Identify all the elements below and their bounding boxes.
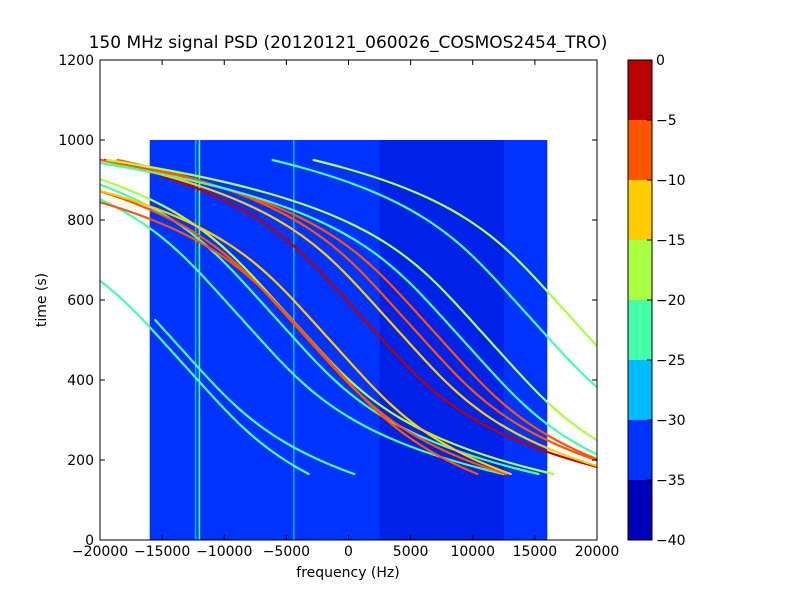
x-tick-label: −5000 bbox=[263, 544, 310, 560]
colorbar: 0 −5 −10 −15 −20 −25 −30 −35 −40 bbox=[627, 53, 686, 549]
colorbar-tick-label: −15 bbox=[656, 233, 686, 249]
chart-title: 150 MHz signal PSD (20120121_060026_COSM… bbox=[89, 33, 608, 53]
heatmap-layer bbox=[100, 140, 597, 540]
x-tick-label: 20000 bbox=[575, 544, 620, 560]
y-tick-label: 0 bbox=[85, 533, 94, 549]
y-tick-label: 600 bbox=[67, 293, 94, 309]
colorbar-tick-label: −20 bbox=[656, 293, 686, 309]
colorbar-segment bbox=[628, 480, 652, 540]
x-tick-label: 10000 bbox=[450, 544, 495, 560]
doppler-trace bbox=[100, 201, 479, 476]
x-tick-label: −20000 bbox=[72, 544, 128, 560]
x-axis-label: frequency (Hz) bbox=[296, 565, 399, 581]
colorbar-segment bbox=[628, 120, 652, 180]
y-tick-label: 1200 bbox=[58, 53, 94, 69]
colorbar-tick-label: −5 bbox=[656, 113, 677, 129]
doppler-trace bbox=[100, 189, 512, 476]
colorbar-tick-label: −30 bbox=[656, 413, 686, 429]
x-axis: −20000 −15000 −10000 −5000 0 5000 10000 15000 20… bbox=[72, 60, 619, 560]
colorbar-segment bbox=[628, 240, 652, 300]
y-tick-label: 400 bbox=[67, 373, 94, 389]
x-tick-label: 0 bbox=[344, 544, 353, 560]
y-tick-label: 200 bbox=[67, 453, 94, 469]
x-tick-label: 15000 bbox=[513, 544, 558, 560]
doppler-trace bbox=[312, 158, 597, 348]
colorbar-tick-label: −10 bbox=[656, 173, 686, 189]
doppler-trace bbox=[100, 279, 310, 476]
doppler-trace bbox=[116, 158, 597, 462]
colorbar-segment bbox=[628, 180, 652, 240]
y-axis: 0 200 400 600 800 1000 1200 bbox=[58, 53, 597, 549]
x-tick-label: 5000 bbox=[393, 544, 429, 560]
y-tick-label: 800 bbox=[67, 213, 94, 229]
colorbar-segment bbox=[628, 300, 652, 360]
x-tick-label: −10000 bbox=[196, 544, 252, 560]
x-tick-label: −15000 bbox=[134, 544, 190, 560]
colorbar-tick-label: −35 bbox=[656, 473, 686, 489]
y-axis-label: time (s) bbox=[34, 273, 50, 327]
doppler-trace bbox=[271, 158, 597, 389]
colorbar-segment bbox=[628, 60, 652, 120]
heatmap-background bbox=[149, 140, 548, 540]
doppler-trace bbox=[154, 318, 356, 476]
colorbar-segment bbox=[628, 360, 652, 420]
doppler-trace bbox=[103, 158, 597, 469]
y-tick-label: 1000 bbox=[58, 133, 94, 149]
colorbar-segment bbox=[628, 420, 652, 480]
colorbar-tick-label: 0 bbox=[656, 53, 665, 69]
doppler-trace bbox=[100, 197, 505, 476]
doppler-trace bbox=[100, 158, 597, 461]
doppler-trace bbox=[100, 189, 508, 476]
colorbar-tick-label: −25 bbox=[656, 353, 686, 369]
colorbar-tick-label: −40 bbox=[656, 533, 686, 549]
doppler-trace bbox=[106, 158, 597, 442]
doppler-trace bbox=[100, 158, 597, 468]
doppler-trace bbox=[100, 161, 597, 456]
